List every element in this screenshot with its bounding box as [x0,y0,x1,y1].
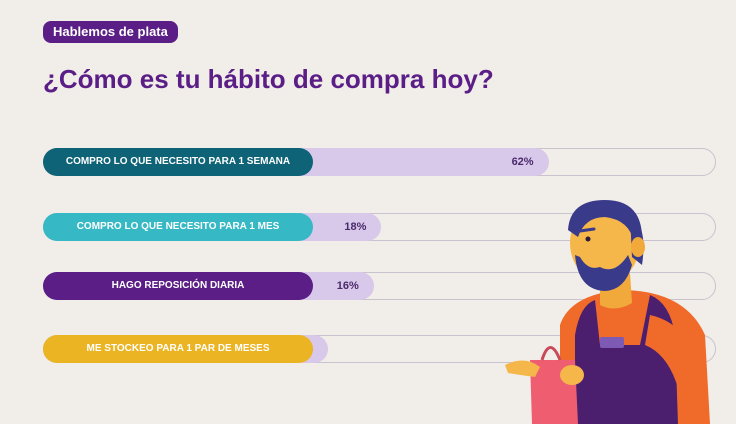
bar-category-label: HAGO REPOSICIÓN DIARIA [43,272,313,300]
bar-row: 62% COMPRO LO QUE NECESITO PARA 1 SEMANA [43,148,716,176]
bar-category-label: ME STOCKEO PARA 1 PAR DE MESES [43,335,313,363]
shopper-illustration [505,200,710,424]
page-title: ¿Cómo es tu hábito de compra hoy? [43,64,494,94]
bar-value-label: 16% [336,280,359,292]
bar-row: 18% COMPRO LO QUE NECESITO PARA 1 MES [43,213,716,241]
bar-category-label: COMPRO LO QUE NECESITO PARA 1 MES [43,213,313,241]
bar-value-label: 62% [511,156,534,168]
bar-category-label: COMPRO LO QUE NECESITO PARA 1 SEMANA [43,148,313,176]
section-tag: Hablemos de plata [43,21,178,43]
bar-value-label: 18% [344,221,367,233]
